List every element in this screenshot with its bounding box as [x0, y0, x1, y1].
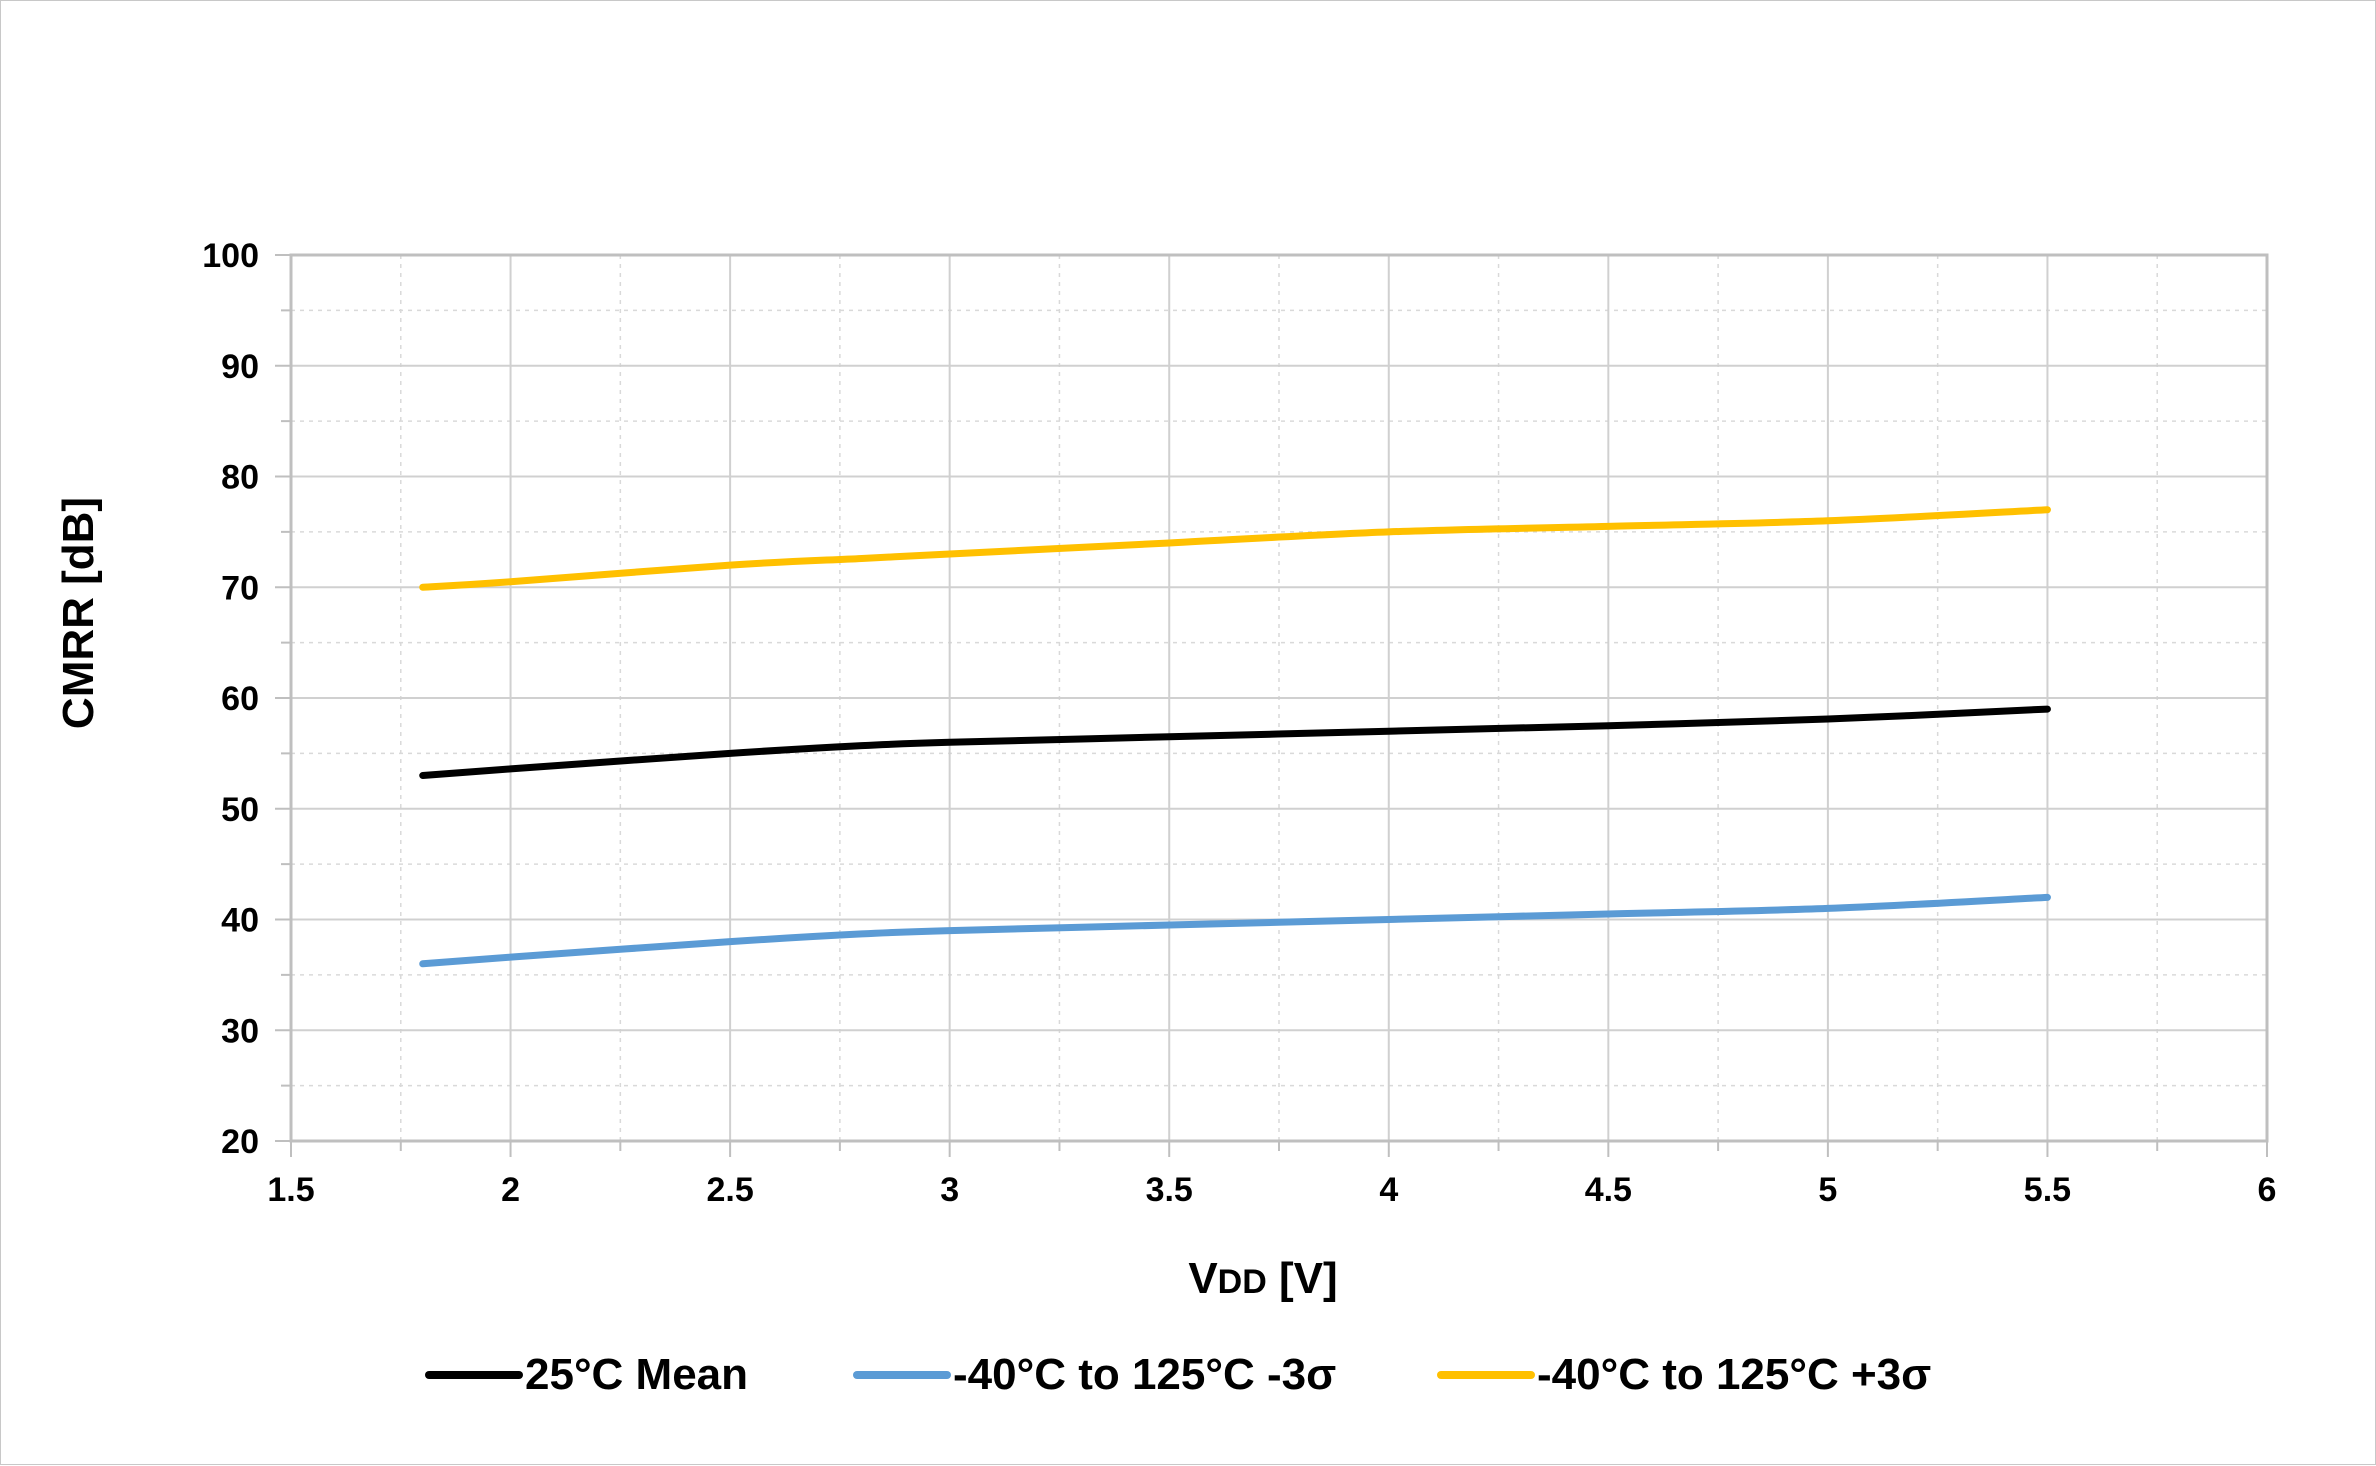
x-axis-title-unit: [V]: [1267, 1254, 1338, 1303]
axes: [275, 253, 2269, 1157]
y-tick-label: 40: [221, 902, 259, 940]
x-tick-label: 1.5: [267, 1171, 314, 1209]
legend: 25°C Mean -40°C to 125°C -3σ -40°C to 125°…: [425, 1350, 1931, 1399]
y-tick-label: 80: [221, 459, 259, 497]
legend-label-2: -40°C to 125°C -3σ: [953, 1350, 1336, 1399]
x-tick-labels: 1.5 2 2.5 3 3.5 4 4.5 5 5.5 6: [267, 1171, 2276, 1209]
y-tick-label: 90: [221, 348, 259, 386]
x-tick-label: 4: [1379, 1171, 1398, 1209]
x-tick-label: 5: [1818, 1171, 1837, 1209]
legend-label-1: 25°C Mean: [525, 1350, 748, 1399]
x-axis-title-main: V: [1188, 1254, 1218, 1303]
x-tick-label: 3: [940, 1171, 959, 1209]
major-grid: [290, 254, 2268, 1142]
x-axis-title: VDD [V]: [1188, 1254, 1337, 1303]
x-tick-label: 5.5: [2024, 1171, 2071, 1209]
y-tick-label: 30: [221, 1012, 259, 1050]
plot-area-border: [289, 253, 2269, 1143]
y-tick-label: 50: [221, 791, 259, 829]
y-tick-label: 20: [221, 1123, 259, 1161]
y-tick-label: 70: [221, 569, 259, 607]
series-line-1: [419, 705, 2051, 780]
x-tick-label: 2: [501, 1171, 520, 1209]
series-lines: [419, 506, 2051, 968]
legend-label-3: -40°C to 125°C +3σ: [1537, 1350, 1931, 1399]
y-tick-labels: 20 30 40 50 60 70 80 90 100: [202, 237, 259, 1161]
x-tick-label: 3.5: [1146, 1171, 1193, 1209]
y-tick-label: 60: [221, 680, 259, 718]
series-line-3: [419, 506, 2051, 591]
y-tick-label: 100: [202, 237, 259, 275]
x-axis-title-subscript: DD: [1218, 1263, 1267, 1301]
x-tick-label: 4.5: [1585, 1171, 1632, 1209]
x-tick-label: 6: [2258, 1171, 2277, 1209]
series-line-2: [419, 893, 2051, 968]
x-tick-label: 2.5: [706, 1171, 753, 1209]
y-axis-title: CMRR [dB]: [54, 497, 103, 729]
